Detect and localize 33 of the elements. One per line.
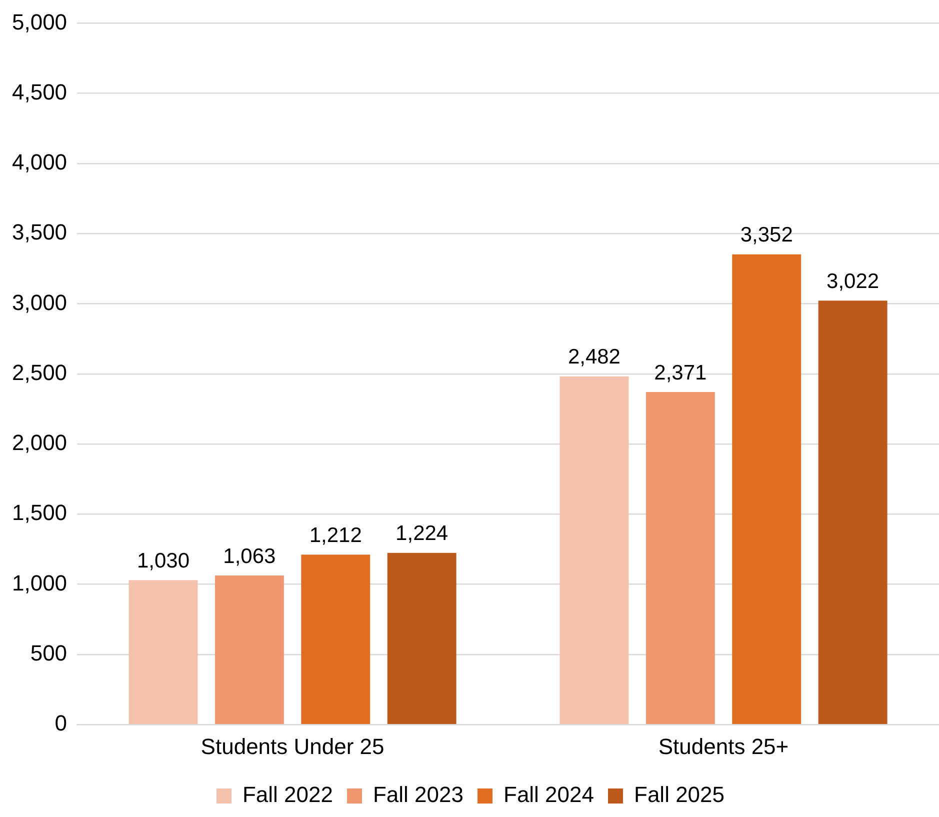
data-label: 3,352 <box>740 224 793 247</box>
y-tick-label: 4,500 <box>12 79 68 104</box>
bar <box>214 575 284 724</box>
data-label: 1,030 <box>136 549 190 572</box>
x-tick-label: Students Under 25 <box>200 734 384 759</box>
y-tick-label: 500 <box>30 640 68 666</box>
bar <box>818 300 888 724</box>
bar <box>128 580 198 724</box>
legend-label: Fall 2022 <box>242 782 334 808</box>
y-tick-label: 3,500 <box>12 220 68 245</box>
legend-label: Fall 2023 <box>372 782 464 808</box>
data-label: 1,224 <box>396 522 448 546</box>
bar <box>387 552 456 724</box>
y-tick-label: 0 <box>54 710 68 736</box>
y-tick-label: 1,500 <box>12 500 68 526</box>
legend-label: Fall 2025 <box>634 782 725 808</box>
y-tick-label: 2,500 <box>12 360 68 385</box>
data-label: 1,063 <box>223 544 276 568</box>
legend-label: Fall 2024 <box>504 782 594 808</box>
bar <box>732 254 802 724</box>
data-label: 2,371 <box>654 361 707 384</box>
bar <box>646 392 715 724</box>
y-tick-label: 1,000 <box>12 570 68 596</box>
y-tick-label: 2,000 <box>12 430 68 456</box>
bar <box>560 376 629 724</box>
data-label: 1,212 <box>309 524 362 547</box>
y-tick-label: 5,000 <box>12 9 68 34</box>
x-tick-label: Students 25+ <box>658 734 789 759</box>
data-label: 3,022 <box>826 270 880 293</box>
data-label: 2,482 <box>568 346 621 369</box>
y-tick-label: 4,000 <box>12 150 68 175</box>
bar <box>301 554 370 724</box>
y-tick-label: 3,000 <box>12 290 68 315</box>
